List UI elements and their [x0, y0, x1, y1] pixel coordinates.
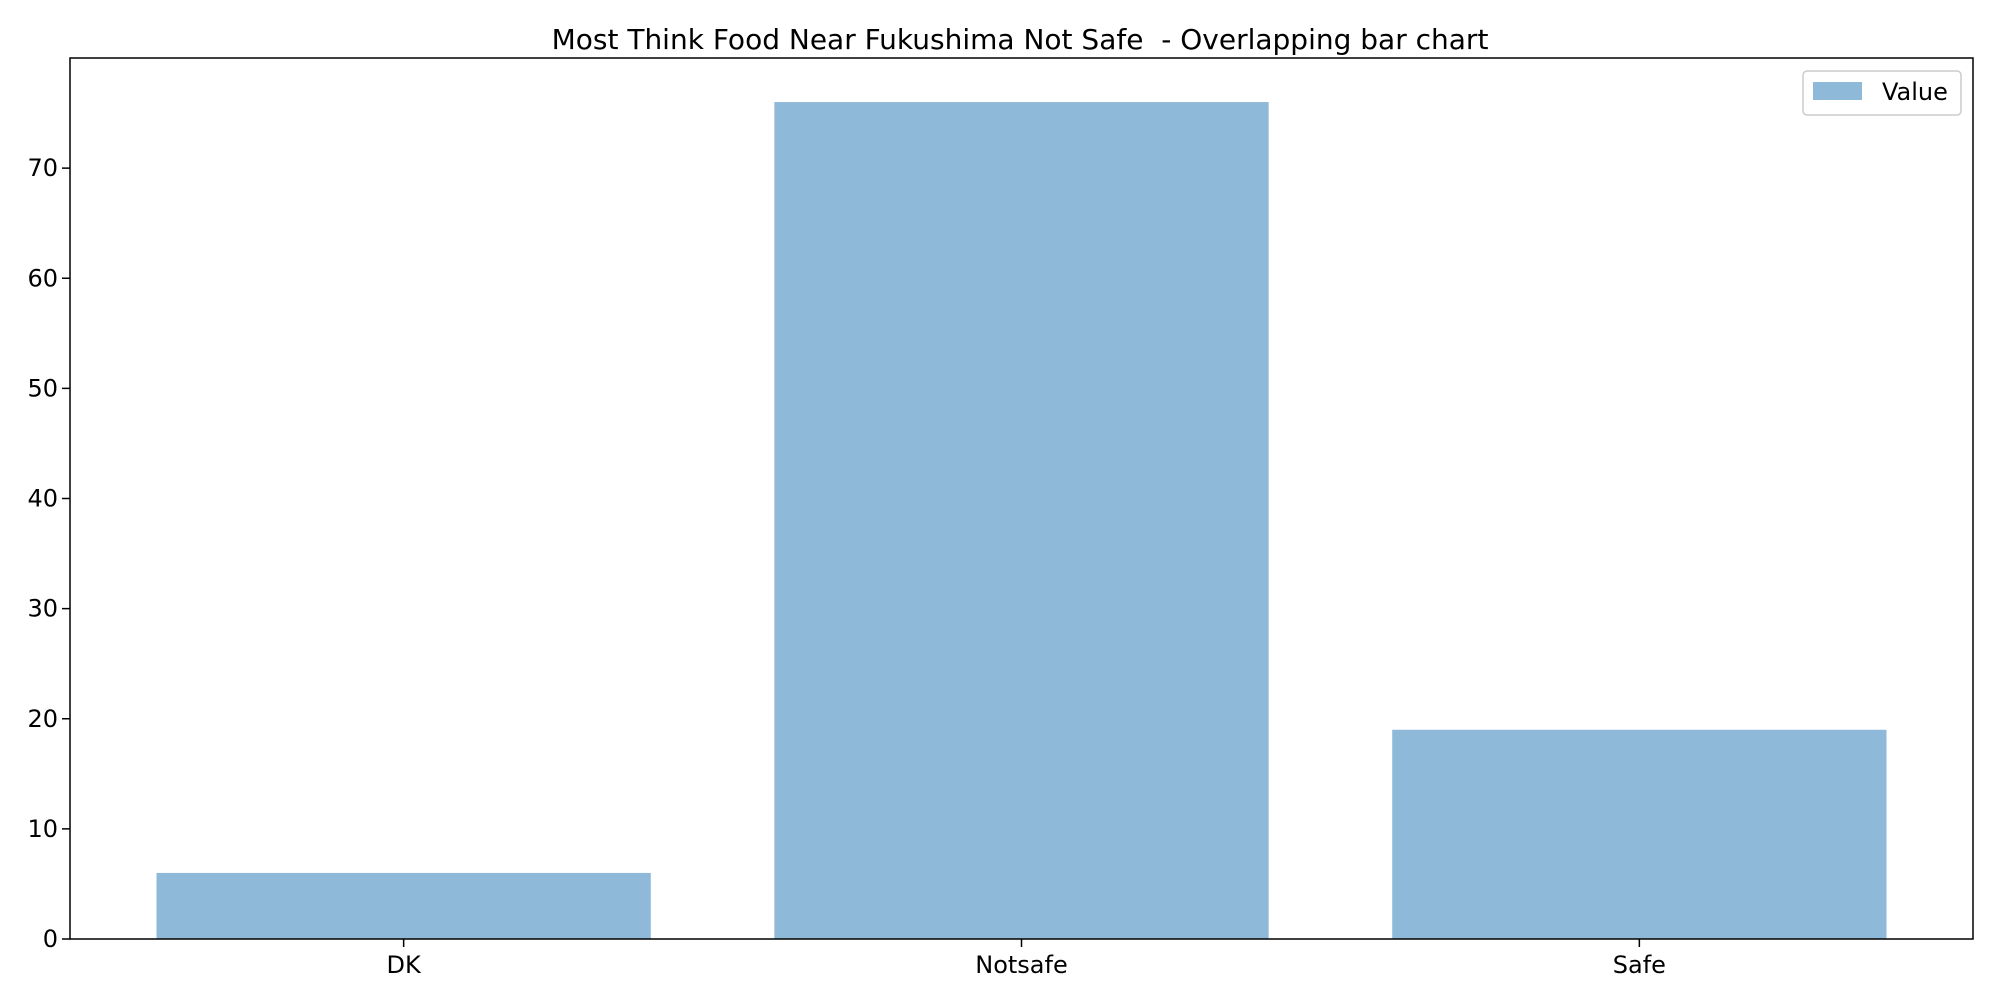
bars-layer [156, 102, 1887, 940]
legend-label: Value [1882, 78, 1948, 106]
bar-notsafe [774, 102, 1269, 940]
y-tick-label: 70 [27, 154, 58, 182]
y-axis: 0 10 20 30 40 50 60 70 [27, 154, 70, 953]
y-tick-label: 50 [27, 374, 58, 402]
y-tick-label: 40 [27, 485, 58, 513]
chart-title: Most Think Food Near Fukushima Not Safe … [552, 23, 1489, 56]
y-tick-label: 10 [27, 815, 58, 843]
bar-dk [156, 872, 651, 939]
y-tick-label: 30 [27, 595, 58, 623]
x-tick-label: Notsafe [975, 951, 1067, 979]
legend-swatch [1813, 82, 1862, 100]
x-tick-label: DK [387, 951, 422, 979]
x-axis: DK Notsafe Safe [387, 939, 1666, 979]
legend: Value [1802, 70, 1962, 116]
y-tick-label: 0 [43, 925, 58, 953]
x-tick-label: Safe [1613, 951, 1666, 979]
y-tick-label: 60 [27, 264, 58, 292]
bar-safe [1392, 729, 1887, 939]
y-tick-label: 20 [27, 705, 58, 733]
